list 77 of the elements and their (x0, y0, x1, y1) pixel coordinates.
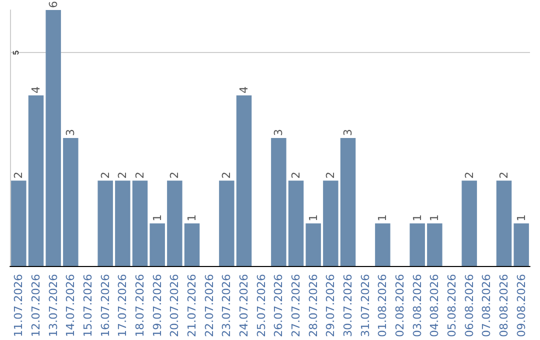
bar (271, 138, 286, 266)
bar (28, 95, 44, 266)
data-label: 2 (134, 172, 146, 179)
x-tick-label: 18.07.2026 (134, 274, 146, 338)
data-label: 2 (116, 172, 130, 179)
bar (462, 180, 477, 266)
data-label: 2 (290, 172, 302, 179)
bar (150, 223, 165, 266)
bar (98, 180, 113, 266)
data-label: 1 (150, 214, 164, 222)
data-label: 3 (342, 129, 354, 136)
data-label: 1 (186, 214, 198, 222)
data-label: 2 (12, 172, 26, 179)
x-tick-label: 06.08.2026 (462, 274, 476, 338)
data-label: 1 (410, 214, 424, 222)
x-tick-label: 01.08.2026 (376, 274, 390, 338)
x-tick-label: 14.07.2026 (64, 274, 78, 338)
data-label: 3 (272, 129, 286, 136)
bar (306, 223, 321, 266)
y-tick-label: 5 (12, 50, 20, 55)
data-label: 2 (168, 172, 182, 179)
bar (167, 180, 182, 266)
data-label: 1 (376, 214, 390, 222)
bar (410, 223, 425, 266)
x-tick-label: 24.07.2026 (238, 274, 250, 338)
bar (323, 180, 338, 266)
bar (496, 180, 512, 266)
bar (236, 95, 252, 266)
x-tick-label: 22.07.2026 (202, 274, 216, 338)
x-tick-label: 29.07.2026 (324, 274, 338, 338)
data-label: 1 (514, 214, 528, 222)
x-tick-label: 02.08.2026 (394, 274, 406, 338)
data-label: 2 (220, 172, 234, 179)
bar (11, 180, 26, 266)
x-tick-label: 05.08.2026 (446, 274, 458, 338)
data-label: 1 (306, 214, 320, 222)
x-tick-label: 31.07.2026 (358, 274, 372, 338)
data-label: 6 (46, 1, 60, 8)
x-tick-label: 15.07.2026 (82, 274, 94, 338)
bar (340, 138, 356, 266)
data-label: 4 (238, 86, 250, 94)
bar (288, 180, 304, 266)
x-tick-label: 17.07.2026 (116, 274, 130, 338)
bar (219, 180, 234, 266)
x-tick-label: 28.07.2026 (306, 274, 320, 338)
bar (132, 180, 148, 266)
x-tick-label: 16.07.2026 (98, 274, 112, 338)
x-tick-label: 19.07.2026 (150, 274, 164, 338)
x-tick-label: 09.08.2026 (514, 274, 528, 338)
x-tick-label: 23.07.2026 (220, 274, 234, 338)
bar (184, 223, 200, 266)
x-tick-label: 26.07.2026 (272, 274, 286, 338)
x-tick-label: 25.07.2026 (254, 274, 268, 338)
data-label: 2 (324, 172, 338, 179)
x-tick-label: 12.07.2026 (30, 274, 42, 338)
data-label: 2 (462, 172, 476, 179)
x-tick-label: 13.07.2026 (46, 274, 60, 338)
bar (115, 180, 130, 266)
bar (427, 223, 442, 266)
bar (514, 223, 529, 266)
x-tick-label: 03.08.2026 (410, 274, 424, 338)
bar (375, 223, 390, 266)
x-tick-label: 04.08.2026 (428, 274, 442, 338)
data-label: 2 (98, 172, 112, 179)
x-tick-label: 27.07.2026 (290, 274, 302, 338)
bar (63, 138, 78, 266)
data-label: 4 (30, 86, 42, 94)
x-tick-label: 07.08.2026 (480, 274, 494, 338)
data-label: 3 (64, 129, 78, 136)
x-tick-label: 08.08.2026 (498, 274, 510, 338)
data-label: 1 (428, 214, 442, 222)
x-tick-label: 20.07.2026 (168, 274, 182, 338)
data-label: 2 (498, 172, 510, 179)
x-tick-label: 30.07.2026 (342, 274, 354, 338)
bar (46, 10, 61, 266)
x-tick-label: 11.07.2026 (12, 274, 26, 338)
x-tick-label: 21.07.2026 (186, 274, 198, 338)
